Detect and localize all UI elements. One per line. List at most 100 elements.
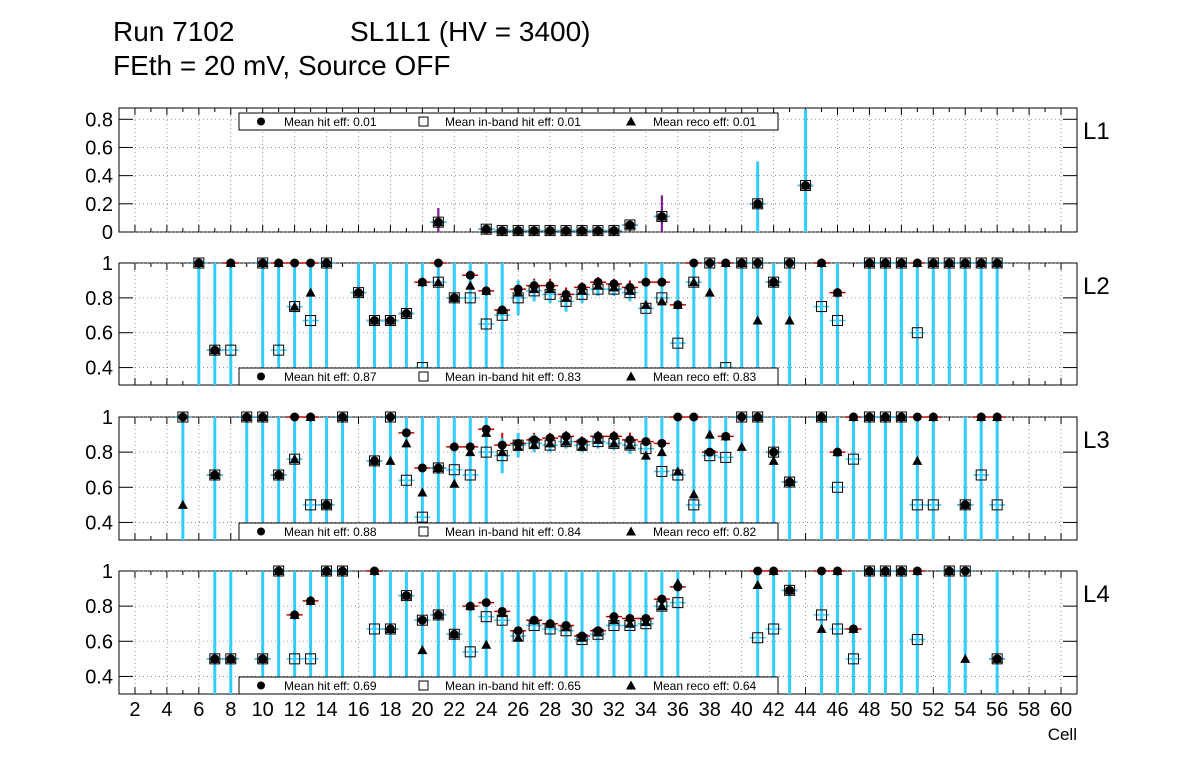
reco-marker bbox=[481, 427, 492, 437]
reco-marker bbox=[928, 258, 939, 267]
reco-marker bbox=[321, 258, 332, 267]
reco-marker bbox=[896, 566, 907, 575]
legend-hit-marker bbox=[257, 681, 265, 690]
reco-marker bbox=[736, 441, 747, 451]
x-tick-label: 26 bbox=[507, 699, 529, 721]
x-tick-label: 4 bbox=[161, 699, 172, 721]
reco-marker bbox=[736, 258, 747, 267]
legend-reco-marker bbox=[626, 116, 636, 126]
reco-marker bbox=[608, 225, 619, 235]
inband-marker bbox=[832, 481, 843, 493]
chamber-title: SL1L1 (HV = 3400) bbox=[350, 16, 591, 47]
reco-marker bbox=[784, 585, 795, 595]
inband-marker bbox=[656, 465, 668, 477]
y-tick-label: 0.6 bbox=[85, 631, 113, 653]
hit-marker bbox=[769, 447, 779, 457]
inband-marker bbox=[688, 499, 700, 511]
reco-marker bbox=[816, 412, 827, 421]
reco-marker bbox=[656, 601, 667, 611]
x-axis-labels: 2 4 6 8 10 12 14 16 18 20 22 24 26 28 30 32 34 36 38 40 42 44… bbox=[129, 699, 1077, 744]
reco-marker bbox=[529, 225, 540, 235]
reco-marker bbox=[433, 217, 444, 227]
panel-label: L1 bbox=[1083, 118, 1110, 145]
reco-marker bbox=[640, 616, 651, 626]
x-tick-label: 52 bbox=[922, 699, 944, 721]
reco-marker bbox=[912, 258, 923, 267]
reco-marker bbox=[545, 284, 556, 294]
legend-reco-label: Mean reco eff: 0.01 bbox=[653, 115, 757, 129]
x-tick-label: 2 bbox=[129, 699, 140, 721]
hit-marker bbox=[465, 442, 475, 452]
panel-l3: 0.4 0.6 0.8 1 L3 Mean hit eff: 0.88 Mean in-ba… bbox=[85, 407, 1110, 541]
x-tick-label: 14 bbox=[315, 699, 337, 721]
reco-marker bbox=[465, 601, 476, 611]
reco-marker bbox=[624, 285, 635, 295]
reco-marker bbox=[305, 287, 316, 297]
reco-marker bbox=[193, 258, 204, 267]
inband-marker bbox=[480, 318, 492, 330]
reco-marker bbox=[640, 299, 651, 309]
inband-marker bbox=[832, 315, 843, 327]
inband-marker bbox=[991, 499, 1003, 511]
reco-marker bbox=[385, 455, 396, 465]
hit-marker bbox=[385, 412, 395, 422]
reco-marker bbox=[465, 447, 476, 457]
reco-marker bbox=[688, 489, 699, 499]
reco-marker bbox=[433, 462, 444, 472]
reco-marker bbox=[497, 447, 508, 457]
legend-box bbox=[238, 676, 779, 695]
inband-marker bbox=[720, 451, 732, 463]
legend-inband-marker bbox=[418, 116, 429, 127]
x-tick-label: 48 bbox=[858, 699, 880, 721]
hit-marker bbox=[657, 438, 667, 448]
reco-marker bbox=[896, 412, 907, 421]
reco-marker bbox=[896, 258, 907, 267]
legend-inband-marker bbox=[418, 526, 429, 537]
inband-marker bbox=[704, 450, 716, 462]
reco-marker bbox=[529, 284, 540, 294]
reco-marker bbox=[624, 440, 635, 450]
y-tick-label: 0.4 bbox=[85, 666, 113, 688]
y-tick-label: 0.8 bbox=[85, 596, 113, 618]
inband-marker bbox=[464, 469, 476, 481]
hit-marker bbox=[753, 258, 763, 268]
reco-marker bbox=[593, 225, 603, 235]
hit-marker bbox=[753, 566, 763, 576]
reco-marker bbox=[960, 499, 971, 509]
inband-marker bbox=[672, 337, 684, 349]
y-tick-label: 1 bbox=[102, 407, 113, 429]
reco-marker bbox=[832, 566, 843, 575]
reco-marker bbox=[449, 478, 460, 488]
reco-marker bbox=[513, 287, 524, 297]
reco-marker bbox=[577, 225, 588, 235]
inband-marker bbox=[289, 653, 301, 665]
inband-marker bbox=[305, 653, 317, 665]
y-tick-label: 0.4 bbox=[85, 358, 113, 380]
hit-marker bbox=[290, 412, 300, 422]
reco-marker bbox=[497, 225, 508, 235]
reco-marker bbox=[497, 608, 508, 618]
reco-marker bbox=[209, 469, 220, 479]
reco-marker bbox=[305, 595, 316, 605]
reco-marker bbox=[241, 412, 252, 421]
inband-marker bbox=[816, 609, 828, 621]
reco-marker bbox=[784, 315, 795, 325]
reco-marker bbox=[289, 301, 300, 311]
inband-marker bbox=[305, 499, 317, 511]
y-tick-label: 0.6 bbox=[85, 137, 113, 159]
x-tick-label: 40 bbox=[731, 699, 753, 721]
inband-marker bbox=[177, 411, 189, 423]
x-tick-label: 46 bbox=[826, 699, 848, 721]
run-title: Run 7102 bbox=[113, 16, 235, 47]
reco-marker bbox=[273, 566, 284, 575]
reco-marker bbox=[928, 412, 939, 421]
reco-marker bbox=[337, 566, 348, 575]
legend-hit-label: Mean hit eff: 0.87 bbox=[284, 370, 377, 384]
reco-marker bbox=[209, 653, 220, 663]
y-tick-label: 0.8 bbox=[85, 442, 113, 464]
y-tick-label: 1 bbox=[102, 253, 113, 275]
panel-label: L2 bbox=[1083, 273, 1110, 300]
x-tick-label: 38 bbox=[699, 699, 721, 721]
reco-marker bbox=[401, 438, 412, 448]
reco-marker bbox=[577, 632, 588, 642]
